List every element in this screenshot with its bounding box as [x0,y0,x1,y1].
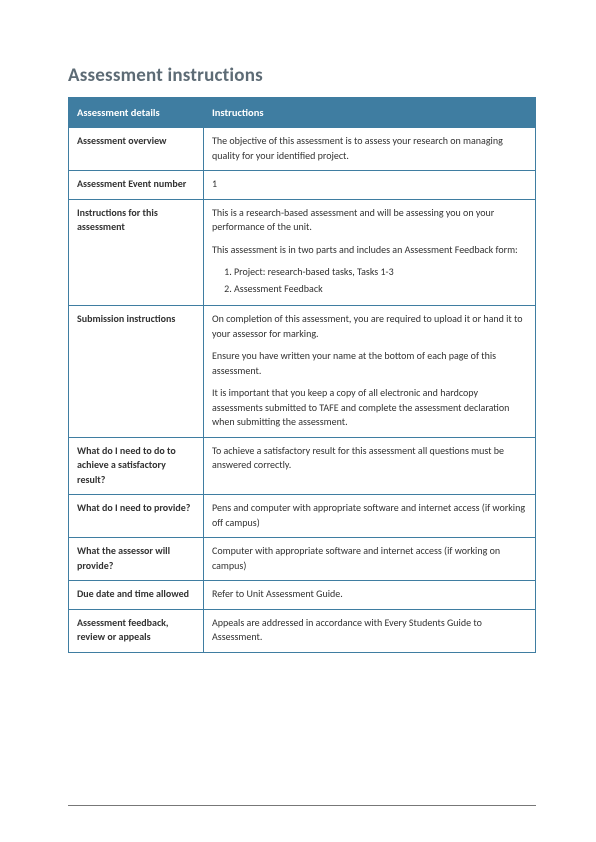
row-label: Due date and time allowed [69,581,204,610]
instruction-paragraph: Appeals are addressed in accordance with… [212,616,527,645]
instruction-paragraph: This is a research-based assessment and … [212,206,527,235]
instruction-paragraph: Refer to Unit Assessment Guide. [212,587,527,602]
table-row: What do I need to do to achieve a satisf… [69,437,536,495]
col-header-instructions: Instructions [204,98,536,128]
assessment-table: Assessment details Instructions Assessme… [68,97,536,653]
table-body: Assessment overview The objective of this… [69,128,536,653]
row-instructions: Refer to Unit Assessment Guide. [204,581,536,610]
instruction-paragraph: It is important that you keep a copy of … [212,386,527,430]
table-row: Due date and time allowed Refer to Unit A… [69,581,536,610]
instruction-paragraph: On completion of this assessment, you ar… [212,312,527,341]
row-instructions: Computer with appropriate software and i… [204,538,536,581]
page-title: Assessment instructions [68,64,536,87]
instruction-paragraph: To achieve a satisfactory result for thi… [212,444,527,473]
row-label: What do I need to provide? [69,495,204,538]
table-row: Submission instructions On completion of … [69,306,536,438]
instruction-list-item: Assessment Feedback [234,282,527,297]
table-row: What the assessor will provide? Computer … [69,538,536,581]
table-header-row: Assessment details Instructions [69,98,536,128]
row-instructions: On completion of this assessment, you ar… [204,306,536,438]
instruction-paragraph: 1 [212,177,527,192]
row-instructions: The objective of this assessment is to a… [204,128,536,171]
instruction-paragraph: The objective of this assessment is to a… [212,134,527,163]
row-label: Assessment feedback, review or appeals [69,609,204,652]
table-row: Assessment feedback, review or appeals Ap… [69,609,536,652]
table-row: What do I need to provide? Pens and compu… [69,495,536,538]
instruction-paragraph: Computer with appropriate software and i… [212,544,527,573]
row-label: Instructions for this assessment [69,199,204,306]
instruction-list-item: Project: research-based tasks, Tasks 1-3 [234,265,527,280]
row-label: What the assessor will provide? [69,538,204,581]
table-row: Assessment overview The objective of this… [69,128,536,171]
row-instructions: 1 [204,171,536,200]
instruction-paragraph: Pens and computer with appropriate softw… [212,501,527,530]
row-instructions: To achieve a satisfactory result for thi… [204,437,536,495]
row-label: Assessment Event number [69,171,204,200]
row-instructions: This is a research-based assessment and … [204,199,536,306]
instruction-paragraph: Ensure you have written your name at the… [212,349,527,378]
row-instructions: Appeals are addressed in accordance with… [204,609,536,652]
row-instructions: Pens and computer with appropriate softw… [204,495,536,538]
instruction-list: Project: research-based tasks, Tasks 1-3… [234,265,527,296]
table-row: Assessment Event number 1 [69,171,536,200]
document-page: Assessment instructions Assessment detai… [0,0,596,653]
instruction-paragraph: This assessment is in two parts and incl… [212,243,527,258]
table-row: Instructions for this assessment This is … [69,199,536,306]
col-header-details: Assessment details [69,98,204,128]
row-label: Submission instructions [69,306,204,438]
row-label: What do I need to do to achieve a satisf… [69,437,204,495]
footer-rule [68,805,536,806]
row-label: Assessment overview [69,128,204,171]
